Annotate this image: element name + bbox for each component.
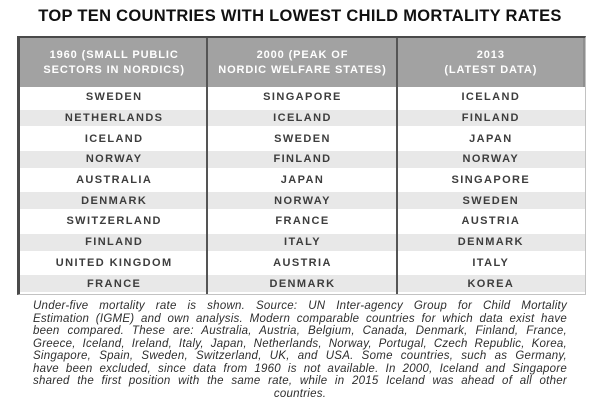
table-cell: AUSTRALIA [76,174,153,187]
table-cell: AUSTRIA [461,215,521,228]
table-cell: ITALY [472,256,510,269]
table-cell: FRANCE [275,215,330,228]
table-row: FINLAND ITALY DENMARK [20,231,585,253]
column-header-1960: 1960 (SMALL PUBLIC SECTORS IN NORDICS) [43,48,185,76]
table-cell: JAPAN [469,132,513,145]
table-cell: NORWAY [462,153,520,166]
column-divider-2 [396,38,398,294]
table-cell: DENMARK [457,236,524,249]
table-cell: DENMARK [81,194,148,207]
table-row: SWEDEN SINGAPORE ICELAND [20,87,585,108]
table-cell: ICELAND [273,112,332,125]
table-cell: UNITED KINGDOM [55,256,173,269]
table-cell: ICELAND [461,91,521,104]
table-row: NETHERLANDS ICELAND FINLAND [20,107,585,129]
table-row: UNITED KINGDOM AUSTRIA ITALY [20,253,585,274]
table-cell: SWEDEN [85,91,143,104]
table-cell: KOREA [467,277,515,290]
table-cell: FINLAND [85,236,144,249]
table-row: SWITZERLAND FRANCE AUSTRIA [20,211,585,232]
table-row: AUSTRALIA JAPAN SINGAPORE [20,170,585,191]
column-header-2013: 2013 (LATEST DATA) [444,48,538,76]
table-cell: FINLAND [461,112,520,125]
table-cell: NORWAY [85,153,143,166]
table-cell: SWITZERLAND [66,215,162,228]
table-cell: JAPAN [280,174,325,187]
table-cell: AUSTRIA [273,256,332,269]
table-cell: SWEDEN [462,194,520,207]
table-row: ICELAND SWEDEN JAPAN [20,128,585,149]
page-title: TOP TEN COUNTRIES WITH LOWEST CHILD MORT… [38,7,562,25]
table-cell: FRANCE [87,277,142,290]
table-row: FRANCE DENMARK KOREA [20,273,585,294]
table-cell: NORWAY [274,194,331,207]
table-cell: FINLAND [273,153,332,166]
table-cell: NETHERLANDS [64,112,164,125]
table-cell: ICELAND [84,132,144,145]
table-row: DENMARK NORWAY SWEDEN [20,190,585,212]
table-cell: ITALY [284,236,321,249]
table-cell: SINGAPORE [451,174,531,187]
column-divider-1 [206,38,208,294]
table-cell: DENMARK [269,277,336,290]
table-cell: SINGAPORE [263,91,342,104]
column-header-2000: 2000 (PEAK OF NORDIC WELFARE STATES) [218,48,387,76]
source-footnote: Under-five mortality rate is shown. Sour… [33,300,567,400]
mortality-table: 1960 (SMALL PUBLIC SECTORS IN NORDICS) 2… [17,36,586,295]
table-header-row: 1960 (SMALL PUBLIC SECTORS IN NORDICS) 2… [20,38,585,87]
table-cell: SWEDEN [274,132,331,145]
table-row: NORWAY FINLAND NORWAY [20,149,585,170]
